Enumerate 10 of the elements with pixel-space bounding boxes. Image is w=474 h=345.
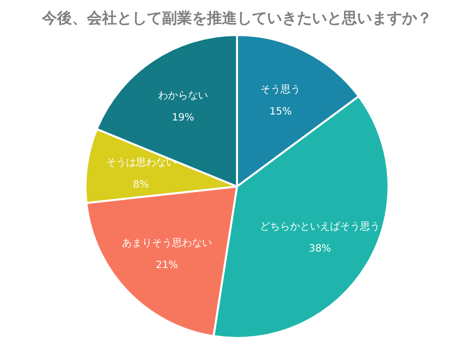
slice-label: あまりそう思わない (122, 238, 212, 250)
data-label: 21% (156, 260, 178, 272)
data-label: 19% (172, 112, 194, 124)
slice-label: そう思う (260, 84, 301, 96)
data-label: 15% (270, 106, 292, 118)
slice-label: わからない (158, 90, 208, 102)
chart-title: 今後、会社として副業を推進していきたいと思いますか？ (41, 8, 432, 27)
data-label: 38% (308, 243, 332, 254)
slice-label: どちらかといえばそう思う (260, 221, 380, 232)
data-label: 8% (133, 180, 149, 191)
